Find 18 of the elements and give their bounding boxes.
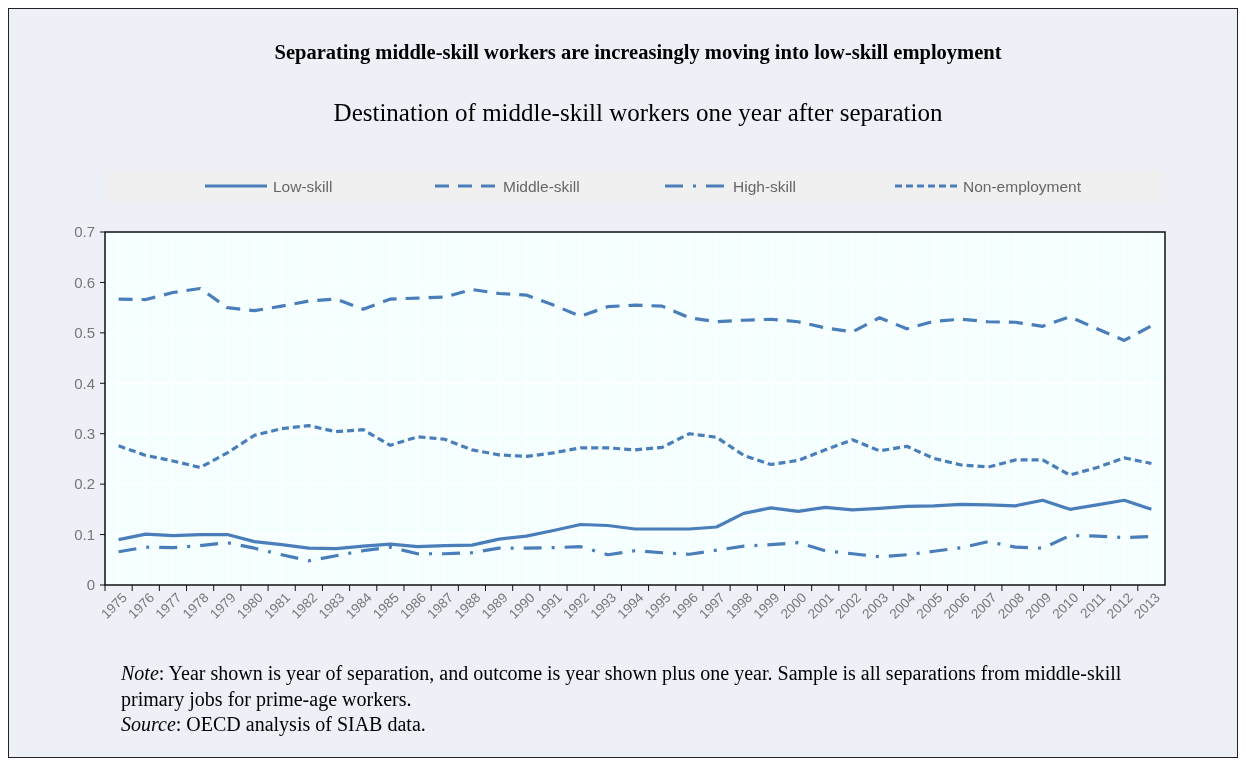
line-series xyxy=(116,424,1154,477)
chart-title: Separating middle-skill workers are increasingly moving into low-skill employment xyxy=(274,41,1002,64)
y-tick-label: 0.1 xyxy=(74,525,95,543)
text: Note: Year shown is year of separation, and outcome is year shown plus one year. Sample is all separations from middle-skill primary jobs for prime-age workers. xyxy=(120,662,1122,711)
y-tick-label: 0.3 xyxy=(74,424,95,442)
y-tick-label: 0.7 xyxy=(74,223,95,241)
chart-subtitle: Destination of middle-skill workers one year after separation xyxy=(333,99,943,126)
y-tick-label: 0.2 xyxy=(74,475,95,493)
legend-label: Low-skill xyxy=(273,178,333,195)
legend-label: Middle-skill xyxy=(503,178,580,195)
legend-label: High-skill xyxy=(733,178,796,195)
y-tick-label: 0.5 xyxy=(74,324,95,342)
y-tick-label: 0.6 xyxy=(74,273,95,291)
line-series xyxy=(116,286,1154,343)
source-note: Source: OECD analysis of SIAB data. xyxy=(121,713,426,736)
legend-label: Non-employment xyxy=(963,178,1082,195)
y-tick-label: 0 xyxy=(86,576,95,594)
y-tick-label: 0.4 xyxy=(74,374,95,392)
